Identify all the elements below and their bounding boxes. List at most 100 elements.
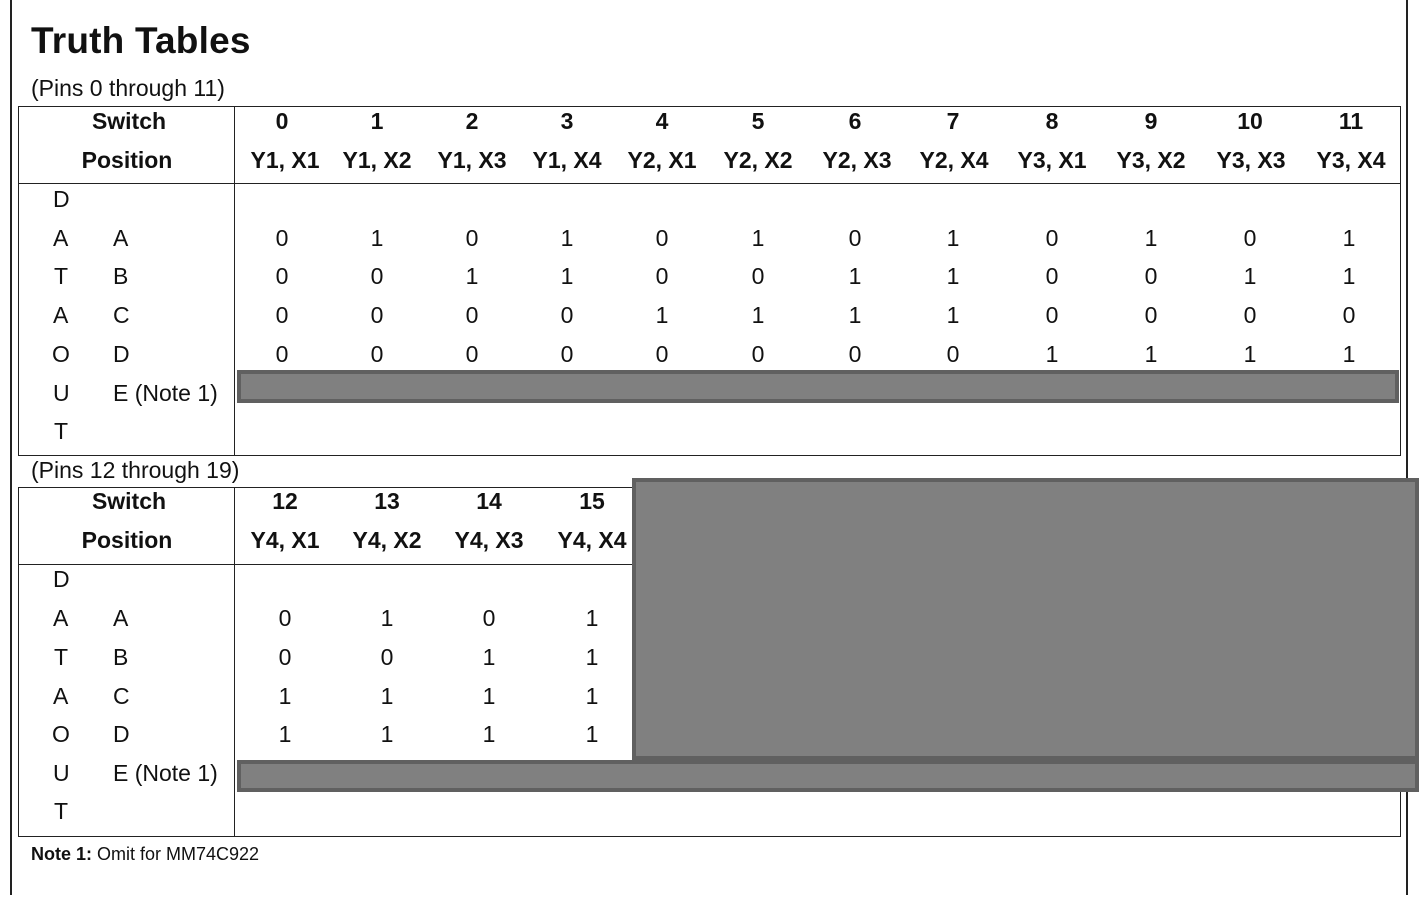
table1-column-separator (234, 106, 235, 456)
table1-cell: 1 (1144, 341, 1158, 367)
table1-cell: 1 (1342, 341, 1356, 367)
table2-redaction-bar-e-row (237, 760, 1419, 792)
table1-cell: 0 (655, 341, 669, 367)
table1-cell: 1 (1045, 341, 1059, 367)
table1-row-label-d: D (113, 341, 130, 367)
table2-cell: 0 (380, 644, 394, 670)
table1-cell: 0 (465, 225, 479, 251)
table1-cell: 1 (848, 302, 862, 328)
table1-col-num: 1 (370, 108, 384, 134)
table1-header-switch: Switch (91, 108, 167, 134)
table1-cell: 0 (946, 341, 960, 367)
table1-redaction-bar-e-row (237, 370, 1399, 403)
table2-row-label-e: E (Note 1) (113, 760, 218, 786)
table1-cell: 0 (655, 225, 669, 251)
table2-column-separator (234, 487, 235, 837)
table1-cell: 1 (655, 302, 669, 328)
page-left-edge (10, 0, 12, 895)
table1-col-pos: Y3, X1 (1017, 147, 1087, 173)
table2-header-position: Position (81, 527, 173, 553)
table2-cell: 1 (380, 605, 394, 631)
table1-cell: 0 (848, 341, 862, 367)
table1-cell: 0 (370, 302, 384, 328)
table2-cell: 1 (482, 644, 496, 670)
table1-cell: 1 (465, 263, 479, 289)
table1-cell: 0 (655, 263, 669, 289)
table1-cell: 1 (560, 225, 574, 251)
table1-col-pos: Y1, X4 (532, 147, 602, 173)
footnote-label: Note 1: (31, 844, 93, 864)
table1-col-num: 11 (1338, 108, 1364, 134)
table1-cell: 1 (1342, 225, 1356, 251)
table2-cell: 1 (585, 605, 599, 631)
table1-cell: 0 (1342, 302, 1356, 328)
table2-data-out-letter: U (53, 760, 70, 786)
table1-col-pos: Y2, X2 (723, 147, 793, 173)
table1-col-num: 0 (275, 108, 289, 134)
table2-row-label-b: B (113, 644, 129, 670)
table1-data-out-letter: U (53, 380, 70, 406)
table1-data-out-letter: A (53, 302, 69, 328)
table2-cell: 1 (380, 683, 394, 709)
table1-cell: 0 (848, 225, 862, 251)
table2-data-out-letter: O (52, 721, 70, 747)
table1-cell: 0 (1045, 225, 1059, 251)
table2-cell: 1 (278, 683, 292, 709)
table2-col-num: 12 (272, 488, 298, 514)
table1-col-num: 10 (1237, 108, 1263, 134)
table2-caption: (Pins 12 through 19) (31, 457, 240, 483)
table1-cell: 1 (946, 225, 960, 251)
table1-col-pos: Y3, X2 (1116, 147, 1186, 173)
table2-cell: 0 (278, 605, 292, 631)
table1-cell: 1 (1243, 341, 1257, 367)
table1-cell: 0 (1243, 302, 1257, 328)
table1-row-label-c: C (113, 302, 130, 328)
table2-col-pos: Y4, X2 (352, 527, 422, 553)
table2-redaction-block-right (632, 478, 1419, 760)
table2-col-pos: Y4, X4 (557, 527, 627, 553)
table1-data-out-letter: D (53, 186, 70, 212)
table2-col-num: 13 (374, 488, 400, 514)
table1-cell: 0 (275, 302, 289, 328)
table2-data-out-letter: T (54, 644, 69, 670)
table1-header-position: Position (81, 147, 173, 173)
table2-col-num: 14 (476, 488, 502, 514)
table1-cell: 0 (1045, 263, 1059, 289)
table1-row-label-a: A (113, 225, 129, 251)
table1-data-out-letter: T (54, 418, 69, 444)
table1-cell: 0 (751, 341, 765, 367)
table1-cell: 1 (946, 263, 960, 289)
table1-cell: 0 (1243, 225, 1257, 251)
table1-col-num: 7 (946, 108, 960, 134)
table1-row-label-e: E (Note 1) (113, 380, 218, 406)
table1-col-num: 4 (655, 108, 669, 134)
table1-cell: 1 (751, 302, 765, 328)
table1-cell: 0 (275, 225, 289, 251)
table1-col-pos: Y2, X4 (919, 147, 989, 173)
table1-cell: 0 (1144, 302, 1158, 328)
table1-cell: 0 (751, 263, 765, 289)
table2-data-out-letter: A (53, 683, 69, 709)
table2-data-out-letter: A (53, 605, 69, 631)
footnote: Note 1: Omit for MM74C922 (31, 844, 259, 865)
table1-col-num: 9 (1144, 108, 1158, 134)
table2-col-num: 15 (579, 488, 605, 514)
table1-cell: 0 (370, 263, 384, 289)
table1-data-out-letter: T (54, 263, 69, 289)
table1-col-pos: Y3, X4 (1316, 147, 1386, 173)
table2-cell: 1 (482, 683, 496, 709)
table1-data-out-letter: O (52, 341, 70, 367)
table2-cell: 1 (380, 721, 394, 747)
table1-col-num: 6 (848, 108, 862, 134)
table1-col-num: 5 (751, 108, 765, 134)
table1-cell: 1 (751, 225, 765, 251)
table2-cell: 0 (278, 644, 292, 670)
table2-row-label-c: C (113, 683, 130, 709)
table2-col-pos: Y4, X1 (250, 527, 320, 553)
table1-cell: 1 (946, 302, 960, 328)
footnote-text: Omit for MM74C922 (92, 844, 260, 864)
table1-cell: 0 (560, 341, 574, 367)
table2-cell: 1 (278, 721, 292, 747)
table1-col-pos: Y2, X3 (822, 147, 892, 173)
page-title: Truth Tables (31, 20, 251, 61)
